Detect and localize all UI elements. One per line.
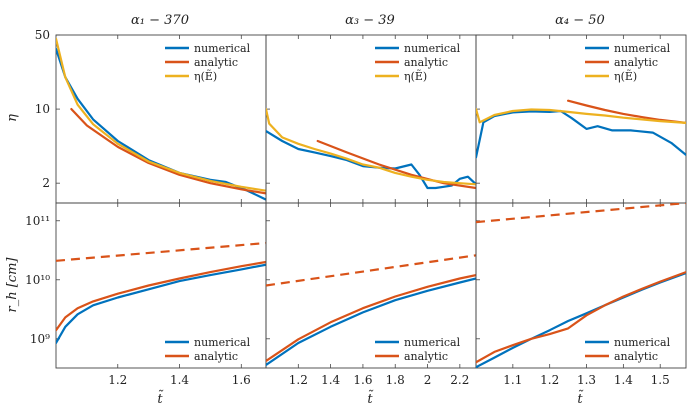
series-analytic (266, 274, 476, 363)
series-numerical (476, 109, 686, 159)
xlabel-col1: t̃ (157, 390, 163, 407)
x-tick-label: 1.2 (108, 373, 127, 387)
legend-bottom-col3: numerical analytic (585, 336, 671, 363)
panel-top-left: 2 10 50 (35, 28, 267, 204)
series-analytic-dashed (266, 254, 476, 287)
series-analytic (476, 271, 686, 364)
xlabel-col3: t̃ (577, 390, 583, 407)
x-tick-label: 1.8 (386, 373, 405, 387)
ylabel-bottom: r_h [cm] (5, 257, 20, 313)
legend-label-numerical: numerical (404, 336, 461, 349)
y-tick-label: 2 (42, 176, 50, 190)
legend-label-numerical: numerical (194, 42, 251, 55)
x-tick-label: 2.2 (450, 373, 469, 387)
title-col2: α₃ − 39 (345, 13, 395, 28)
y-tick-label: 10 (35, 102, 50, 116)
panel-bottom-right: 1.1 1.2 1.3 1.4 1.5 (475, 202, 687, 387)
legend-label-eta: η(Ẽ) (404, 69, 427, 83)
title-col1: α₁ − 370 (131, 13, 189, 28)
series-numerical (266, 130, 476, 190)
title-col3: α₄ − 50 (555, 13, 605, 28)
series-analytic (70, 107, 266, 195)
series-analytic-dashed (56, 241, 266, 262)
legend-bottom-col2: numerical analytic (375, 336, 461, 363)
x-tick-label: 1.6 (353, 373, 372, 387)
series-analytic (56, 260, 266, 332)
y-tick-label: 10¹⁰ (25, 273, 50, 287)
x-tick-label: 1.6 (232, 373, 251, 387)
x-tick-label: 1.4 (614, 373, 633, 387)
y-tick-label: 10⁹ (30, 332, 50, 346)
legend-label-numerical: numerical (404, 42, 461, 55)
legend-label-numerical: numerical (194, 336, 251, 349)
series-numerical (56, 47, 266, 201)
series-analytic (566, 99, 686, 125)
panel-bottom-middle: 1.2 1.4 1.6 1.8 2 2.2 (265, 202, 477, 387)
x-tick-label: 1.2 (289, 373, 308, 387)
y-tick-label: 50 (35, 28, 50, 42)
x-tick-label: 1.3 (577, 373, 596, 387)
xlabel-col2: t̃ (367, 390, 373, 407)
legend-label-analytic: analytic (404, 56, 448, 69)
ylabel-top: η (5, 114, 20, 122)
series-analytic (316, 139, 476, 190)
legend-top-col3: numerical analytic η(Ẽ) (585, 42, 671, 83)
legend-label-eta: η(Ẽ) (194, 69, 217, 83)
x-tick-label: 1.4 (170, 373, 189, 387)
series-numerical (56, 263, 266, 345)
series-analytic-dashed (476, 203, 686, 224)
series-numerical (266, 277, 476, 367)
series-eta (56, 37, 266, 192)
panels: 2 10 50 1.2 1.4 1.6 10⁹ 10¹⁰ 10¹¹ 1.2 1.4 1.6 1.8 2 2.… (25, 28, 687, 387)
x-tick-label: 1.5 (651, 373, 670, 387)
legend-top-col2: numerical analytic η(Ẽ) (375, 42, 461, 83)
legend-label-analytic: analytic (614, 56, 658, 69)
legend-label-analytic: analytic (194, 56, 238, 69)
legend-label-numerical: numerical (614, 336, 671, 349)
x-tick-label: 1.2 (540, 373, 559, 387)
panel-bottom-left: 1.2 1.4 1.6 10⁹ 10¹⁰ 10¹¹ (25, 202, 267, 387)
legend-top-col1: numerical analytic η(Ẽ) (165, 42, 251, 83)
plot-frame (475, 202, 687, 369)
x-tick-label: 2 (424, 373, 432, 387)
series-eta (266, 107, 476, 186)
series-eta (476, 107, 686, 125)
legend-label-analytic: analytic (404, 350, 448, 363)
legend-label-numerical: numerical (614, 42, 671, 55)
legend-label-eta: η(Ẽ) (614, 69, 637, 83)
legend-label-analytic: analytic (194, 350, 238, 363)
x-tick-label: 1.4 (321, 373, 340, 387)
legend-label-analytic: analytic (614, 350, 658, 363)
legend-bottom-col1: numerical analytic (165, 336, 251, 363)
x-tick-label: 1.1 (503, 373, 522, 387)
y-tick-label: 10¹¹ (25, 214, 50, 228)
